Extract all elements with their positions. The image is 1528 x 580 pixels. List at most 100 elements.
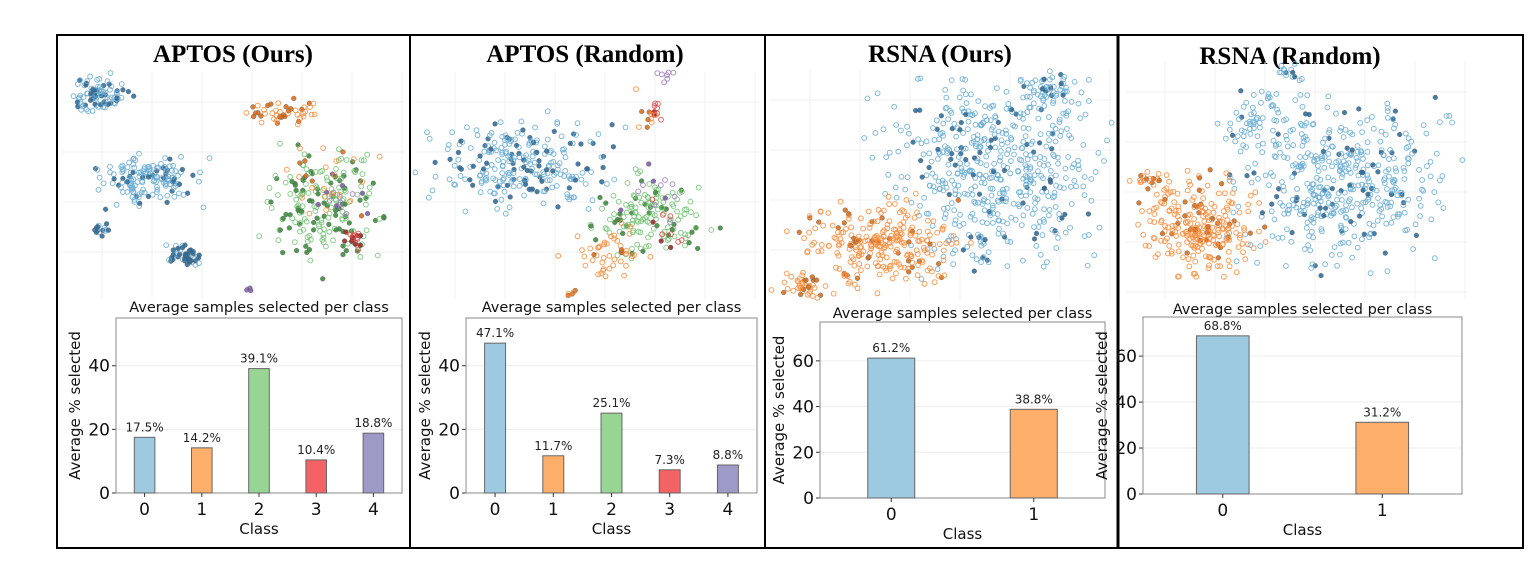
x-tick-label: 0 bbox=[1217, 501, 1228, 521]
scatter-point-class-0 bbox=[1304, 92, 1311, 99]
scatter-point-class-0 bbox=[1306, 111, 1312, 118]
scatter-point-class-0 bbox=[1365, 191, 1371, 197]
scatter-point-class-0 bbox=[1252, 160, 1258, 167]
scatter-point-class-4 bbox=[664, 75, 671, 82]
scatter-point-class-0 bbox=[978, 233, 984, 240]
scatter-point-class-0 bbox=[1324, 184, 1330, 191]
scatter-point-class-0 bbox=[529, 153, 536, 160]
scatter-point-class-0 bbox=[1053, 182, 1059, 189]
scatter-point-class-0 bbox=[1044, 259, 1050, 266]
scatter-point-class-0 bbox=[1427, 173, 1434, 180]
scatter-point-class-0 bbox=[473, 127, 480, 134]
scatter-point-class-0 bbox=[930, 125, 936, 131]
scatter-point-class-4 bbox=[330, 189, 337, 196]
scatter-point-class-0 bbox=[1385, 105, 1391, 111]
scatter-point-class-0 bbox=[175, 172, 182, 179]
scatter-point-class-0 bbox=[935, 156, 941, 162]
scatter-point-class-0 bbox=[131, 164, 138, 171]
scatter-point-class-1 bbox=[941, 272, 948, 279]
scatter-point-class-1 bbox=[359, 179, 366, 185]
scatter-point-class-0 bbox=[1319, 228, 1325, 235]
scatter-point-class-0 bbox=[574, 120, 581, 127]
scatter-point-class-1 bbox=[309, 178, 315, 184]
scatter-point-class-0 bbox=[992, 144, 999, 151]
scatter-point-class-0 bbox=[1347, 196, 1353, 203]
scatter-point-class-1 bbox=[879, 215, 885, 221]
scatter-point-class-0 bbox=[1420, 188, 1427, 194]
scatter-point-class-0 bbox=[1336, 251, 1343, 258]
scatter-point-class-0 bbox=[457, 173, 464, 179]
scatter-point-class-0 bbox=[1027, 189, 1034, 196]
scatter-point-class-0 bbox=[1358, 169, 1364, 175]
scatter-point-class-1 bbox=[892, 226, 899, 233]
scatter-point-class-0 bbox=[137, 169, 144, 175]
scatter-point-class-0 bbox=[961, 190, 968, 197]
scatter-point-class-0 bbox=[961, 169, 968, 176]
scatter-point-class-3 bbox=[659, 231, 666, 238]
scatter-point-class-1 bbox=[623, 250, 630, 257]
scatter-point-class-0 bbox=[1243, 144, 1249, 151]
scatter-point-class-0 bbox=[1322, 205, 1329, 211]
scatter-point-class-0 bbox=[1405, 160, 1412, 167]
scatter-point-class-0 bbox=[1320, 148, 1327, 155]
bar-data-label: 31.2% bbox=[1363, 405, 1401, 419]
scatter-point-class-0 bbox=[1244, 173, 1250, 179]
scatter-point-class-2 bbox=[643, 243, 649, 250]
scatter-point-class-0 bbox=[983, 153, 990, 160]
scatter-point-class-0 bbox=[1315, 168, 1322, 175]
scatter-point-class-0 bbox=[1039, 86, 1046, 92]
scatter-point-class-0 bbox=[1053, 245, 1060, 251]
scatter-point-class-0 bbox=[175, 245, 181, 252]
scatter-point-class-2 bbox=[280, 215, 286, 222]
scatter-point-class-0 bbox=[1251, 110, 1257, 116]
scatter-point-class-0 bbox=[1297, 154, 1303, 160]
scatter-point-class-0 bbox=[992, 114, 999, 121]
scatter-point-class-1 bbox=[906, 269, 912, 275]
scatter-point-class-0 bbox=[1000, 186, 1006, 193]
scatter-point-class-1 bbox=[815, 248, 822, 255]
scatter-point-class-0 bbox=[1040, 97, 1047, 104]
scatter-point-class-1 bbox=[333, 158, 340, 165]
scatter-point-class-0 bbox=[1040, 175, 1046, 182]
scatter-point-class-0 bbox=[1052, 138, 1059, 145]
bar-class-0 bbox=[484, 342, 507, 494]
scatter-point-class-2 bbox=[293, 196, 300, 203]
scatter-point-class-0 bbox=[886, 149, 893, 156]
scatter-point-class-0 bbox=[1309, 261, 1316, 268]
scatter-point-class-0 bbox=[150, 162, 157, 169]
scatter-point-class-4 bbox=[657, 182, 664, 189]
scatter-point-class-2 bbox=[632, 166, 639, 173]
scatter-point-class-1 bbox=[940, 247, 947, 254]
scatter-point-class-1 bbox=[1215, 255, 1222, 261]
scatter-point-class-1 bbox=[935, 273, 942, 279]
scatter-point-class-0 bbox=[1031, 236, 1038, 242]
scatter-point-class-0 bbox=[952, 162, 958, 168]
scatter-point-class-0 bbox=[1259, 149, 1266, 156]
scatter-point-class-0 bbox=[1291, 61, 1298, 67]
scatter-point-class-2 bbox=[687, 198, 694, 205]
scatter-point-class-0 bbox=[1064, 125, 1070, 132]
scatter-point-class-0 bbox=[898, 174, 905, 180]
scatter-point-class-0 bbox=[978, 122, 985, 129]
scatter-point-class-0 bbox=[1377, 138, 1384, 145]
scatter-point-class-0 bbox=[1055, 160, 1061, 167]
scatter-point-class-0 bbox=[1377, 202, 1384, 209]
scatter-point-class-1 bbox=[310, 100, 317, 107]
scatter-point-class-0 bbox=[1031, 89, 1037, 96]
scatter-point-class-1 bbox=[1126, 178, 1133, 184]
scatter-point-class-0 bbox=[1050, 194, 1056, 201]
scatter-point-class-0 bbox=[1310, 219, 1317, 226]
scatter-point-class-1 bbox=[250, 104, 256, 110]
scatter-point-class-0 bbox=[124, 179, 130, 185]
bar-class-1 bbox=[542, 455, 565, 494]
scatter-point-class-0 bbox=[120, 189, 126, 196]
scatter-point-class-1 bbox=[915, 262, 921, 269]
scatter-point-class-2 bbox=[336, 146, 342, 153]
scatter-point-class-0 bbox=[1056, 211, 1062, 217]
scatter-point-class-0 bbox=[1059, 215, 1065, 221]
scatter-point-class-0 bbox=[145, 193, 152, 200]
scatter-point-class-0 bbox=[170, 162, 177, 169]
scatter-point-class-1 bbox=[283, 104, 289, 110]
scatter-point-class-2 bbox=[685, 232, 691, 239]
scatter-point-class-2 bbox=[615, 198, 622, 205]
